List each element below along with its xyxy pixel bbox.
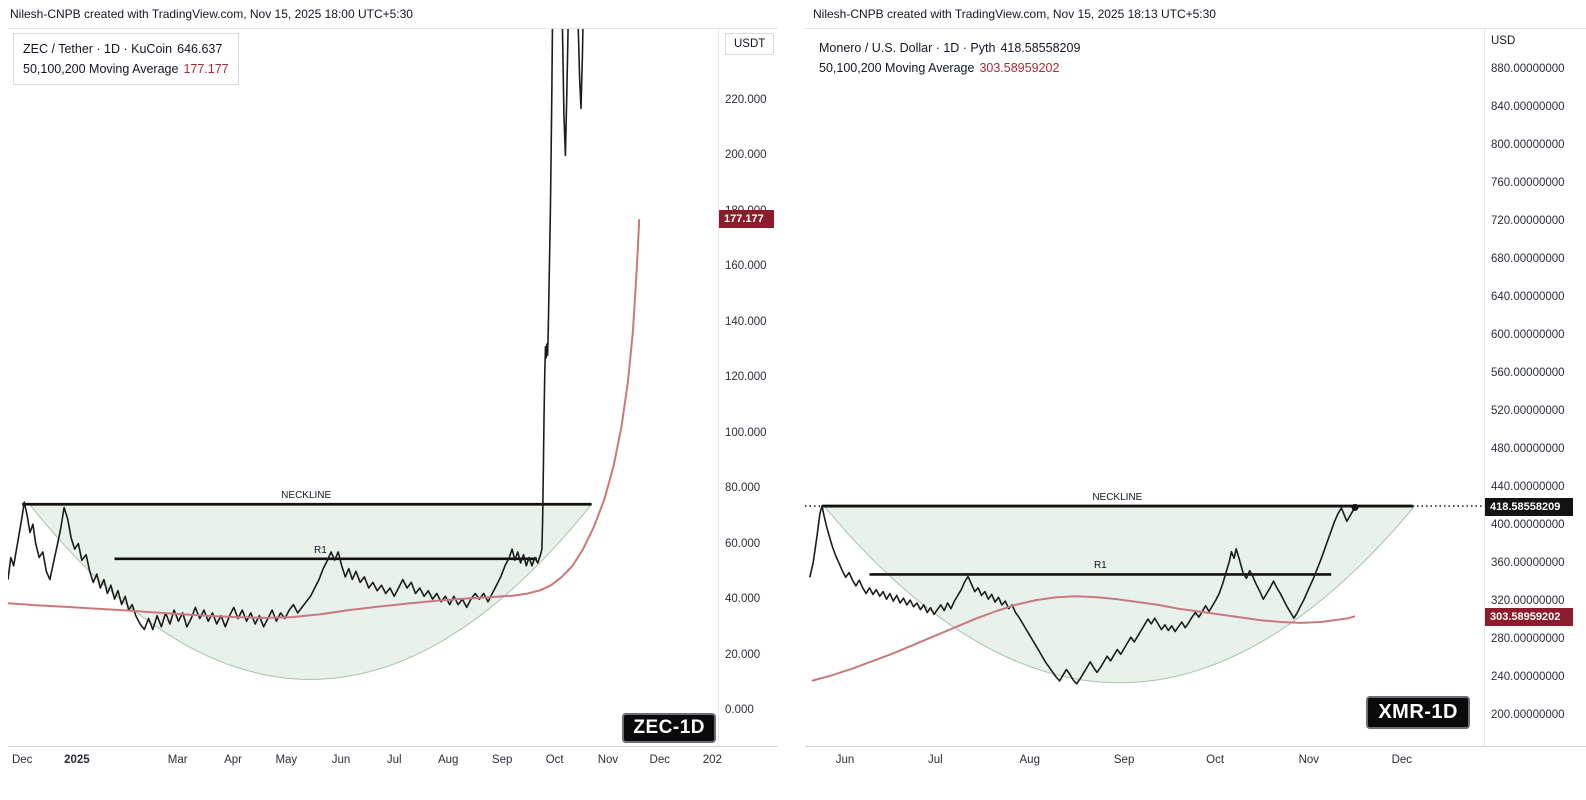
x-axis-tick: Aug [1019, 754, 1040, 766]
x-axis-tick: Nov [597, 754, 619, 766]
y-axis-tick: 600.00000000 [1491, 328, 1565, 341]
price-tag: 177.177 [719, 209, 774, 228]
x-axis-tick: Oct [545, 754, 564, 766]
y-axis-tick: 360.00000000 [1491, 557, 1565, 570]
y-axis-tick: 240.00000000 [1491, 671, 1565, 684]
time-axis[interactable]: Jun Jul Aug Sep Oct Nov Dec [805, 752, 1484, 776]
chart-panel-zec: Nilesh-CNPB created with TradingView.com… [0, 0, 778, 800]
y-axis-tick: 60.000 [725, 537, 761, 550]
y-axis-tick: 440.00000000 [1491, 481, 1565, 494]
y-axis-tick: 20.000 [725, 648, 761, 661]
y-axis-tick: 760.00000000 [1491, 176, 1565, 189]
y-axis-tick: 80.000 [725, 482, 761, 495]
watermark-badge: ZEC-1D [622, 713, 716, 743]
x-axis-tick: Jun [331, 754, 351, 766]
legend-symbol-row: Monero / U.S. Dollar · 1D · Pyth 418.5855… [819, 38, 1080, 58]
y-axis-tick: 840.00000000 [1491, 100, 1565, 113]
r1-label: R1 [313, 544, 327, 556]
y-axis-tick: 480.00000000 [1491, 443, 1565, 456]
y-axis-tick: 200.00000000 [1491, 709, 1565, 722]
chart-canvas [8, 29, 641, 681]
y-axis-tick: 680.00000000 [1491, 252, 1565, 265]
legend-indicator-row: 50,100,200 Moving Average 177.177 [23, 59, 229, 79]
x-axis-tick: Jul [386, 754, 402, 766]
y-axis-tick: 140.000 [725, 315, 767, 328]
price-tag: 303.58959202 [1485, 607, 1573, 626]
x-axis-tick: 2025 [64, 754, 90, 766]
y-axis-tick: 320.00000000 [1491, 595, 1565, 608]
x-axis-tick: Dec [11, 754, 33, 766]
y-axis-tick: 400.00000000 [1491, 519, 1565, 532]
y-axis-tick: 640.00000000 [1491, 290, 1565, 303]
y-axis-tick: 560.00000000 [1491, 367, 1565, 379]
axis-currency-label: USD [1491, 35, 1516, 47]
price-axis[interactable]: USD 880.00000000 840.00000000 800.00000000… [1484, 28, 1586, 747]
legend-symbol-row: ZEC / Tether · 1D · KuCoin 646.637 [23, 39, 229, 59]
neckline-label: NECKLINE [1092, 492, 1143, 504]
y-axis-tick: 800.00000000 [1491, 138, 1565, 151]
y-axis-tick: 220.000 [725, 93, 767, 106]
y-axis-tick: 100.000 [725, 426, 767, 439]
x-axis-tick: Dec [1391, 754, 1413, 766]
time-axis[interactable]: Dec 2025 Mar Apr May Jun Jul Aug Sep Oct Nov Dec 202 [8, 752, 722, 776]
chart-attribution-header: Nilesh-CNPB created with TradingView.com… [10, 7, 413, 21]
x-axis-tick: Nov [1298, 754, 1320, 766]
indicator-value: 177.177 [183, 62, 229, 76]
chart-canvas [805, 503, 1484, 685]
y-axis-tick: 40.000 [725, 593, 761, 606]
indicator-value: 303.58959202 [979, 61, 1060, 75]
x-axis-tick: Mar [167, 754, 188, 766]
y-axis-tick: 280.00000000 [1491, 633, 1565, 646]
y-axis-tick: 200.000 [725, 149, 767, 162]
indicator-title[interactable]: 50,100,200 Moving Average [23, 62, 179, 76]
x-axis-tick: Dec [649, 754, 670, 766]
neckline-label: NECKLINE [281, 490, 332, 502]
symbol-last-price: 646.637 [177, 42, 223, 56]
chart-plot-area[interactable]: ZEC / Tether · 1D · KuCoin 646.637 50,100… [8, 28, 718, 747]
symbol-title[interactable]: Monero / U.S. Dollar · 1D · Pyth [819, 41, 996, 55]
price-axis[interactable]: USDT 220.000200.000180.000160.000140.000… [718, 28, 778, 747]
x-axis-tick: 202 [702, 754, 722, 766]
y-axis-tick: 720.00000000 [1491, 214, 1565, 227]
chart-attribution-header: Nilesh-CNPB created with TradingView.com… [813, 7, 1216, 21]
symbol-title[interactable]: ZEC / Tether · 1D · KuCoin [23, 42, 173, 56]
indicator-title[interactable]: 50,100,200 Moving Average [819, 61, 975, 75]
x-axis-tick: Jun [835, 754, 855, 766]
axis-currency-label: USDT [725, 33, 775, 55]
x-axis-tick: Aug [437, 754, 459, 766]
y-axis-tick: 120.000 [725, 371, 767, 384]
x-axis-tick: Jul [928, 754, 943, 766]
r1-label: R1 [1093, 560, 1107, 572]
price-tag: 418.58558209 [1485, 498, 1573, 517]
chart-plot-area[interactable]: Monero / U.S. Dollar · 1D · Pyth 418.5855… [805, 28, 1484, 747]
y-axis-tick: 160.000 [725, 260, 767, 273]
x-axis-tick: Sep [491, 754, 513, 766]
symbol-last-price: 418.58558209 [1000, 41, 1081, 55]
chart-panel-xmr: Nilesh-CNPB created with TradingView.com… [805, 0, 1586, 800]
x-axis-tick: Apr [224, 754, 243, 766]
x-axis-tick: Oct [1206, 754, 1225, 766]
y-axis-tick: 0.000 [725, 703, 754, 716]
watermark-badge: XMR-1D [1366, 696, 1470, 729]
y-axis-tick: 520.00000000 [1491, 405, 1565, 418]
y-axis-tick: 880.00000000 [1491, 62, 1565, 75]
chart-legend: ZEC / Tether · 1D · KuCoin 646.637 50,100… [13, 33, 239, 85]
chart-legend: Monero / U.S. Dollar · 1D · Pyth 418.5855… [810, 33, 1090, 83]
x-axis-tick: May [275, 754, 298, 766]
x-axis-tick: Sep [1113, 754, 1135, 766]
legend-indicator-row: 50,100,200 Moving Average 303.58959202 [819, 58, 1080, 78]
